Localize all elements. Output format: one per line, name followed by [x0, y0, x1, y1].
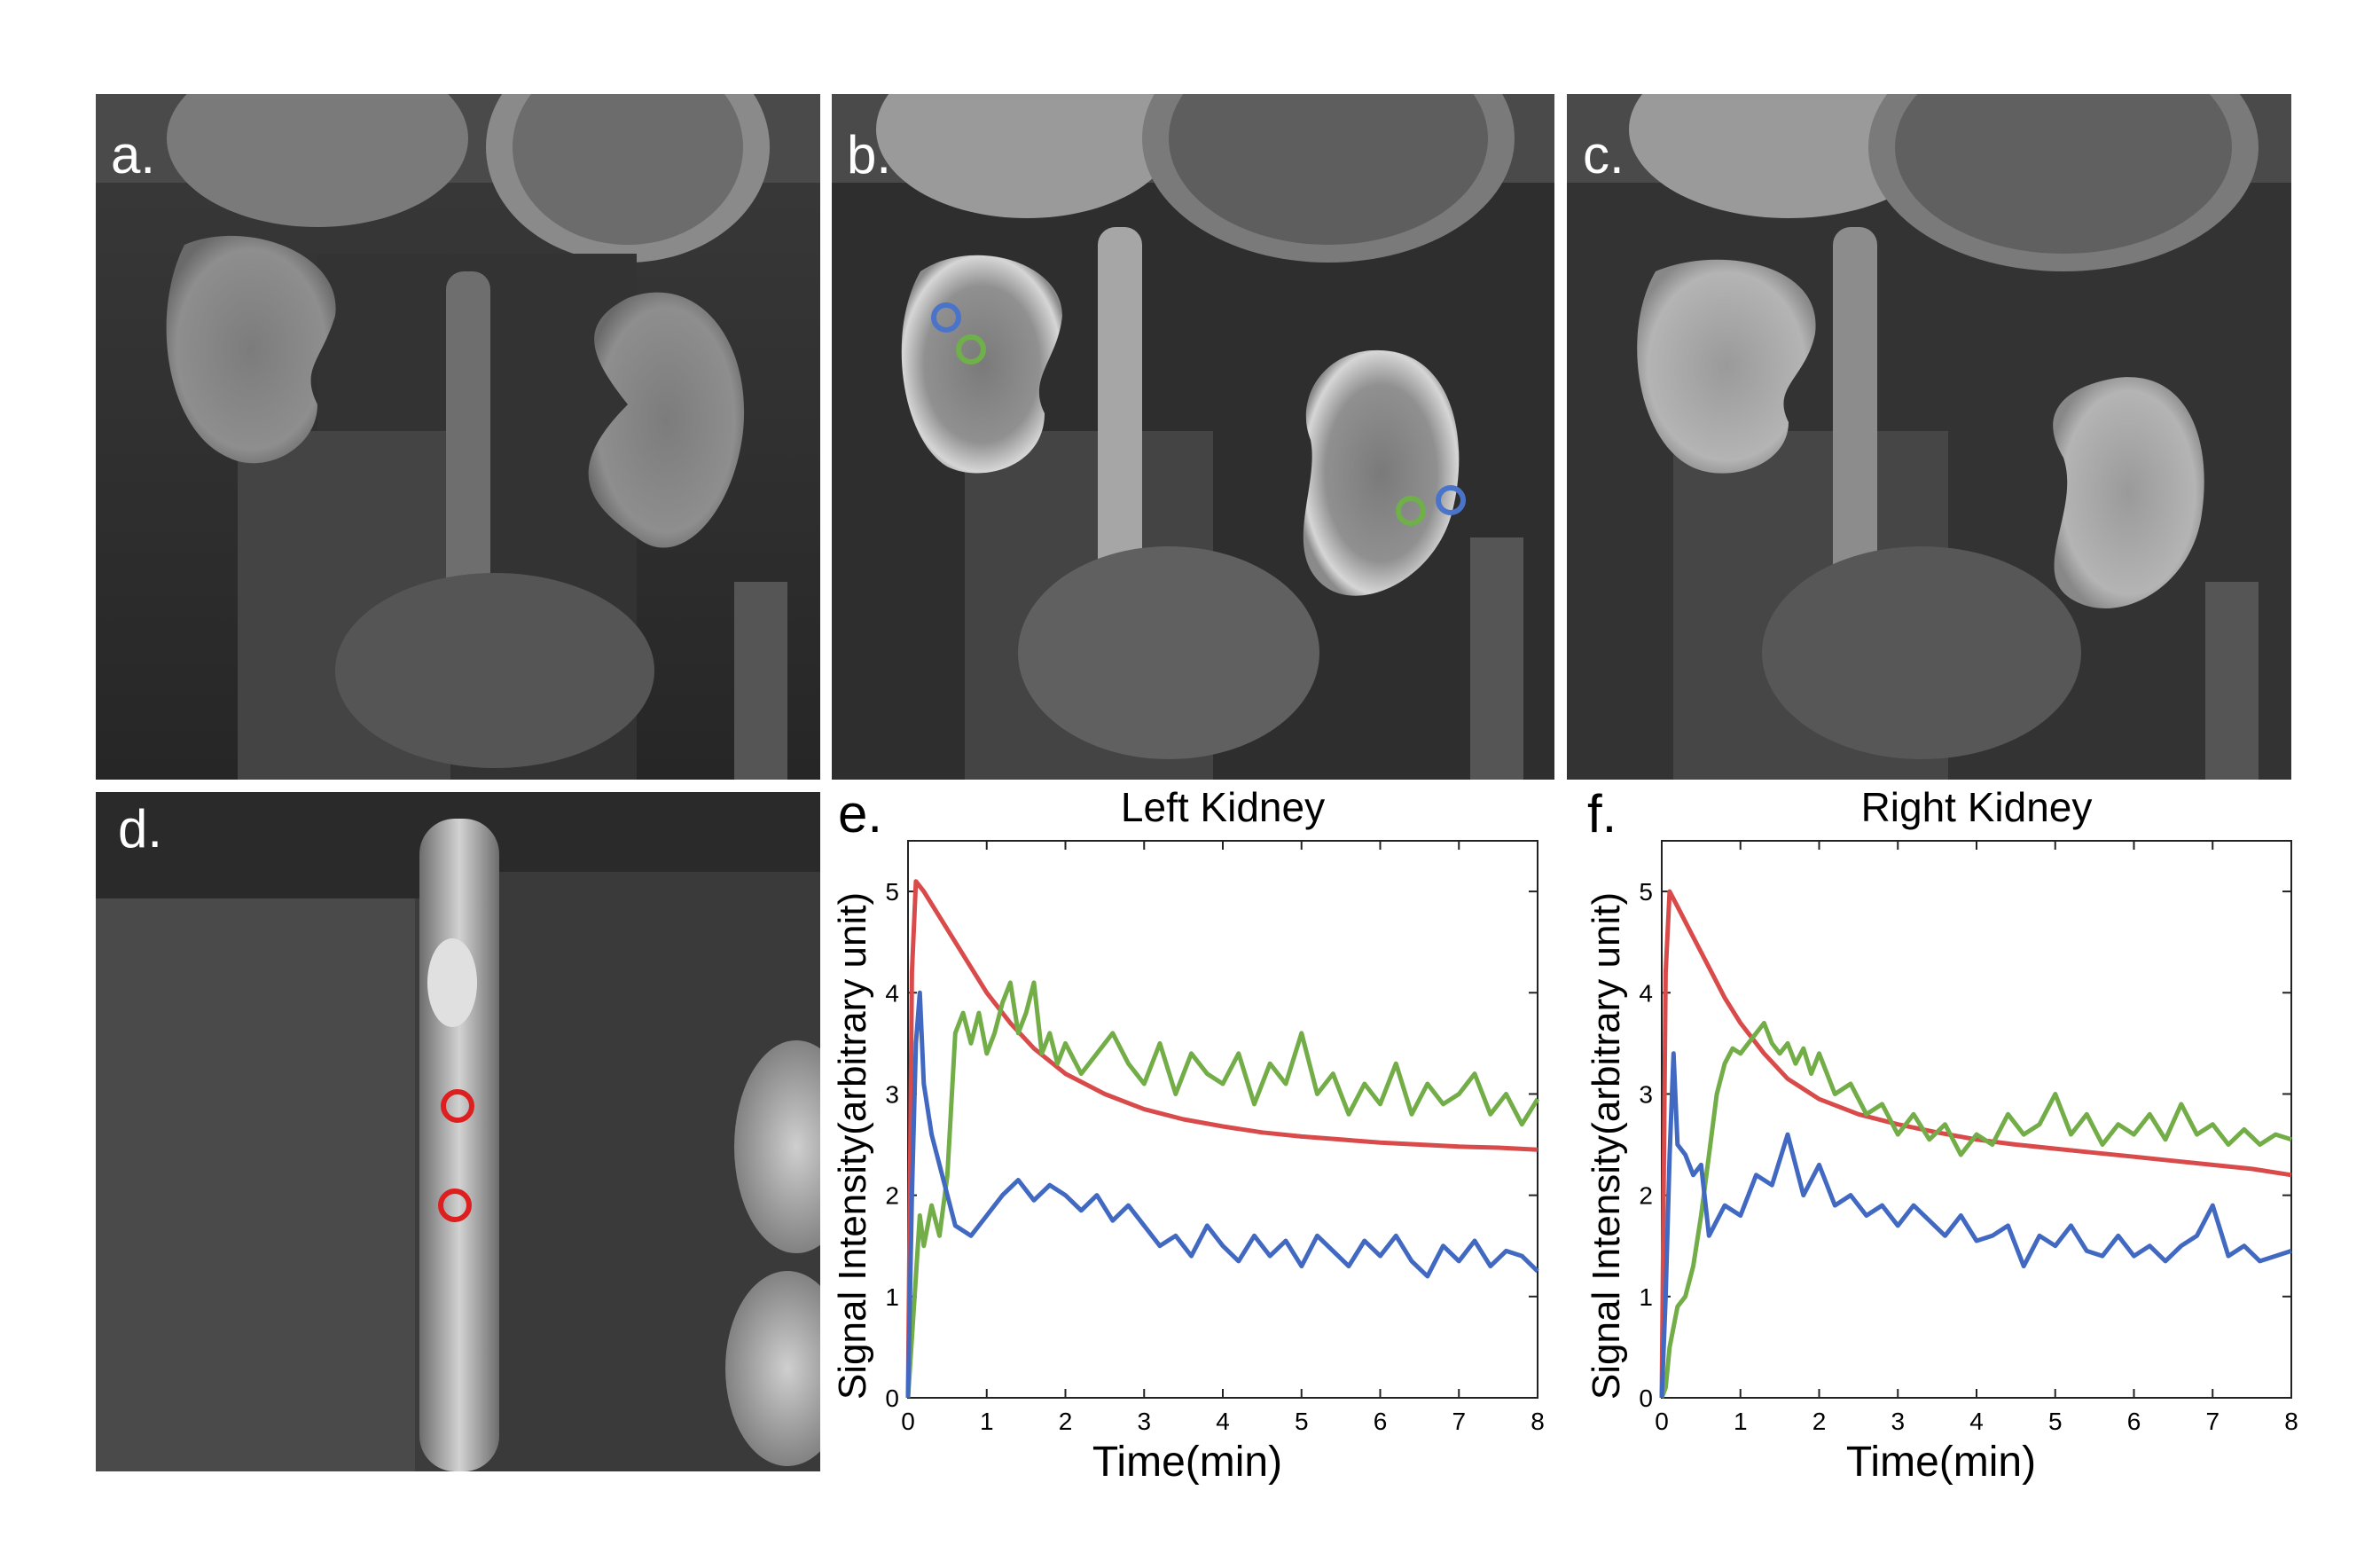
x-tick-label: 8: [2284, 1408, 2298, 1435]
series-line-0: [905, 879, 1538, 1399]
x-tick-label: 6: [2127, 1408, 2141, 1435]
y-axis-label: Signal Intensity(arbitrary unit): [1585, 892, 1628, 1400]
plot-frame: [907, 840, 1538, 1399]
x-tick-label: 0: [901, 1408, 915, 1435]
x-tick-label: 5: [1295, 1408, 1309, 1435]
x-tick-label: 3: [1891, 1408, 1905, 1435]
x-tick-label: 0: [1655, 1408, 1669, 1435]
x-tick-label: 2: [1812, 1408, 1827, 1435]
x-tick-label: 3: [1137, 1408, 1151, 1435]
x-tick-label: 7: [2205, 1408, 2220, 1435]
roi-medulla-left-kidney: [1396, 496, 1426, 526]
y-tick-label: 4: [885, 979, 899, 1007]
y-tick-label: 4: [1639, 979, 1653, 1007]
x-tick-label: 1: [980, 1408, 994, 1435]
series-line-1: [905, 980, 1540, 1399]
panel-label-c: c.: [1583, 125, 1625, 184]
x-tick-label: 2: [1059, 1408, 1073, 1435]
x-tick-label: 1: [1734, 1408, 1748, 1435]
chart-right-kidney: Right Kidney 0 1 2 3 4 5 6 7 8 0 1 2 3 4 5 Time(min) Sign…: [1585, 784, 2298, 1486]
y-tick-label: 5: [1639, 878, 1653, 906]
y-tick-label: 0: [885, 1385, 899, 1412]
chart-title: Right Kidney: [1861, 784, 2093, 830]
roi-aorta-upper: [441, 1089, 474, 1123]
series-line-2: [1659, 1051, 2292, 1399]
roi-medulla-right-kidney: [956, 334, 986, 365]
x-tick-label: 8: [1531, 1408, 1545, 1435]
panel-label-d: d.: [118, 799, 163, 859]
y-axis-label: Signal Intensity(arbitrary unit): [831, 892, 874, 1400]
panel-label-f: f.: [1587, 784, 1617, 843]
panel-label-e: e.: [838, 784, 883, 843]
panel-label-a: a.: [111, 125, 156, 184]
panel-label-b: b.: [847, 125, 892, 184]
x-axis-label: Time(min): [1092, 1439, 1282, 1486]
y-tick-label: 1: [1639, 1283, 1653, 1311]
y-tick-label: 2: [885, 1182, 899, 1210]
series-line-0: [1659, 889, 2292, 1399]
y-tick-label: 5: [885, 878, 899, 906]
x-tick-label: 5: [2048, 1408, 2063, 1435]
mri-image-a: [96, 94, 820, 780]
mri-image-b: [832, 94, 1554, 780]
chart-left-kidney: Left Kidney 0 1 2 3 4 5 6 7 8 0 1 2 3 4 5 Time(min) Signa…: [831, 784, 1545, 1486]
x-tick-label: 4: [1969, 1408, 1984, 1435]
series-line-2: [905, 990, 1539, 1399]
y-tick-label: 1: [885, 1283, 899, 1311]
y-tick-label: 3: [885, 1080, 899, 1108]
x-tick-label: 4: [1216, 1408, 1230, 1435]
series-line-1: [1659, 1021, 2292, 1399]
chart-title: Left Kidney: [1121, 784, 1325, 830]
mri-image-c: [1567, 94, 2291, 780]
x-axis-label: Time(min): [1846, 1439, 2036, 1486]
y-tick-label: 3: [1639, 1080, 1653, 1108]
mri-image-d: [96, 792, 820, 1471]
roi-cortex-right-kidney: [931, 302, 961, 333]
x-tick-label: 6: [1374, 1408, 1388, 1435]
roi-cortex-left-kidney: [1436, 485, 1466, 515]
plot-frame: [1661, 840, 2292, 1399]
y-tick-label: 2: [1639, 1182, 1653, 1210]
x-tick-label: 7: [1452, 1408, 1466, 1435]
y-tick-label: 0: [1639, 1385, 1653, 1412]
roi-aorta-lower: [438, 1188, 472, 1222]
